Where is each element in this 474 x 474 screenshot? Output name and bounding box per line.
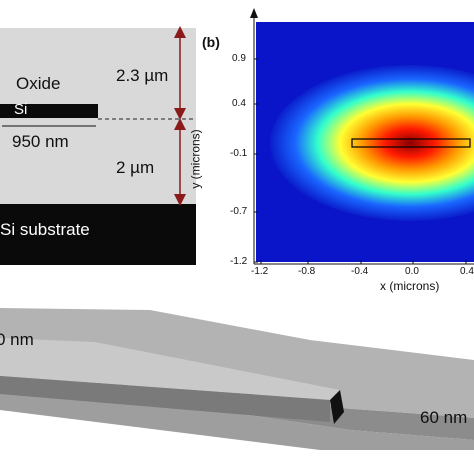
taper-3d-drawing	[0, 308, 474, 450]
panel-a: Oxide Si 950 nm 2.3 µm 2 µm Si substrate	[0, 0, 196, 265]
x-tick-0.4: 0.4	[460, 266, 474, 277]
oxide-label: Oxide	[16, 74, 61, 93]
left-width-label: 0 nm	[0, 330, 34, 349]
y-tick-0.9: 0.9	[232, 53, 246, 64]
core-side-face	[0, 376, 330, 422]
y-tick-neg1.2: -1.2	[230, 256, 248, 267]
y-tick-neg0.1: -0.1	[230, 148, 248, 159]
top-oxide-thickness-label: 2.3 µm	[116, 66, 169, 85]
slab-top-face	[0, 308, 474, 418]
x-tick-neg1.2: -1.2	[251, 266, 269, 277]
cross-section-drawing	[0, 26, 196, 265]
y-tick-0.4: 0.4	[232, 98, 246, 109]
panel-b: (b)	[189, 0, 474, 300]
right-width-label: 60 nm	[420, 408, 468, 427]
x-axis-label: x (microns)	[380, 279, 440, 293]
mode-field	[270, 65, 474, 221]
core-end-face	[330, 390, 344, 424]
si-label: Si	[14, 101, 28, 118]
panel-c: 0 nm 60 nm	[0, 290, 474, 474]
y-tick-neg0.7: -0.7	[230, 206, 248, 217]
x-tick-neg0.8: -0.8	[298, 266, 316, 277]
x-tick-0.0: 0.0	[405, 266, 419, 277]
substrate-label: Si substrate	[0, 220, 90, 239]
mode-plot	[250, 8, 474, 265]
waveguide-core-outline	[351, 138, 471, 148]
panel-b-label: (b)	[202, 34, 220, 50]
core-top-face	[0, 338, 340, 400]
y-axis-arrow	[250, 8, 258, 18]
y-axis-label: y (microns)	[188, 129, 203, 189]
substrate-layer	[0, 204, 196, 265]
width-label: 950 nm	[12, 132, 69, 151]
bottom-oxide-thickness-label: 2 µm	[116, 158, 155, 177]
si-waveguide	[0, 104, 98, 118]
x-tick-neg0.4: -0.4	[351, 266, 369, 277]
